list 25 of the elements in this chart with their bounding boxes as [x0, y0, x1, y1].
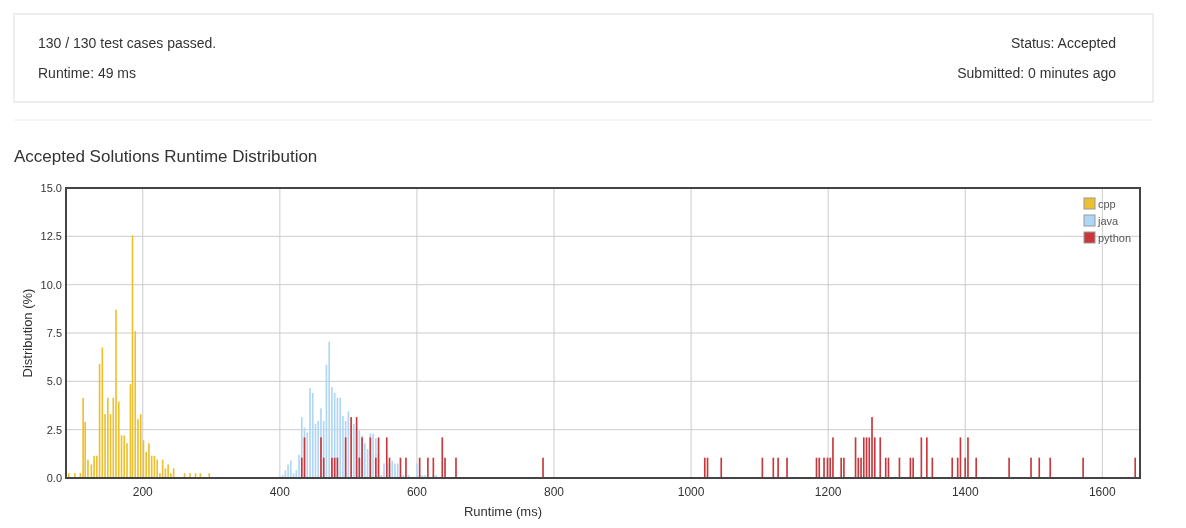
x-tick-label: 1600	[1088, 485, 1116, 499]
legend-label: cpp	[1098, 198, 1116, 210]
y-tick-label: 12.5	[40, 230, 62, 243]
y-tick-label: 2.5	[46, 423, 62, 436]
x-tick-label: 800	[543, 485, 565, 499]
y-tick-label: 0.0	[46, 472, 62, 484]
x-axis-title: Runtime (ms)	[463, 504, 543, 519]
x-tick-label: 600	[406, 485, 428, 499]
x-tick-label: 1400	[951, 485, 979, 499]
text: 130 / 130 test cases passed.	[38, 35, 217, 51]
x-tick-label: 200	[132, 485, 154, 499]
y-axis-title: Distribution (%)	[20, 288, 35, 378]
text: Submitted: 0 minutes ago	[957, 65, 1117, 81]
legend-label: python	[1098, 232, 1132, 244]
y-tick-label: 15.0	[40, 182, 62, 194]
text: Status: Accepted	[1010, 35, 1116, 51]
chart-title: Accepted Solutions Runtime Distribution	[14, 147, 318, 166]
legend-label: java	[1097, 215, 1120, 227]
y-tick-label: 7.5	[46, 327, 62, 339]
x-tick-label: 1000	[677, 485, 705, 499]
y-tick-label: 5.0	[46, 375, 62, 388]
y-tick-label: 10.0	[40, 278, 62, 291]
x-tick-label: 1200	[814, 485, 842, 499]
text: Runtime: 49 ms	[38, 65, 137, 81]
x-tick-label: 400	[269, 485, 291, 499]
